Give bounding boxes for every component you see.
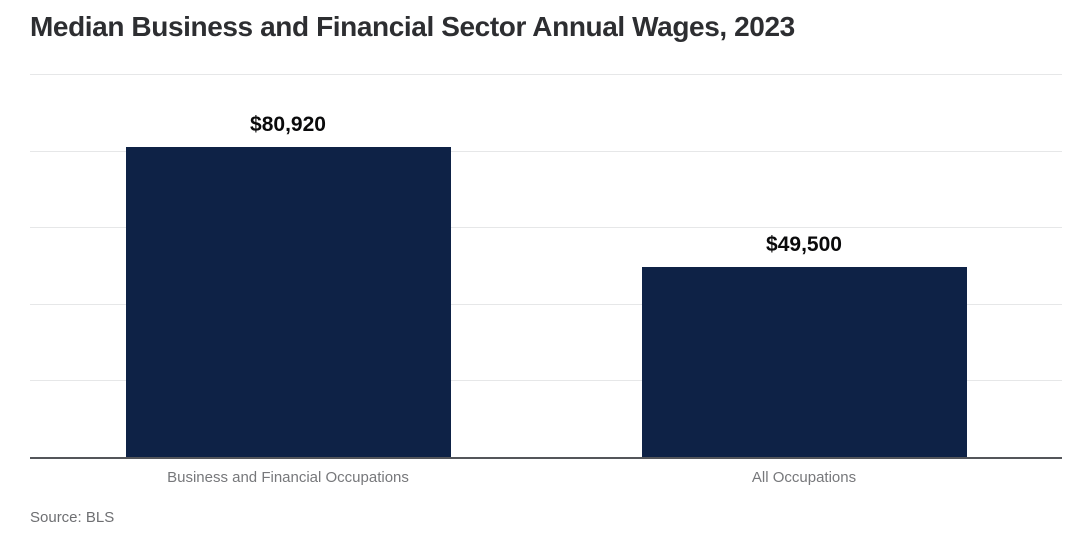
x-axis-label: All Occupations — [751, 469, 857, 486]
gridline — [30, 74, 1062, 75]
chart-title: Median Business and Financial Sector Ann… — [30, 11, 795, 42]
bar-value-label: $49,500 — [766, 233, 842, 256]
gridline — [30, 380, 1062, 382]
source-note: Source: BLS — [30, 509, 115, 526]
gridline — [30, 303, 1062, 305]
plot-area: $80,920 Business and Financial Occupation… — [30, 74, 1062, 486]
x-axis-label: Business and Financial Occupations — [167, 469, 409, 486]
gridline — [30, 227, 1062, 229]
bar-value-label: $80,920 — [250, 113, 326, 136]
bar — [642, 267, 967, 457]
bar — [126, 147, 451, 457]
gridline — [30, 150, 1062, 152]
